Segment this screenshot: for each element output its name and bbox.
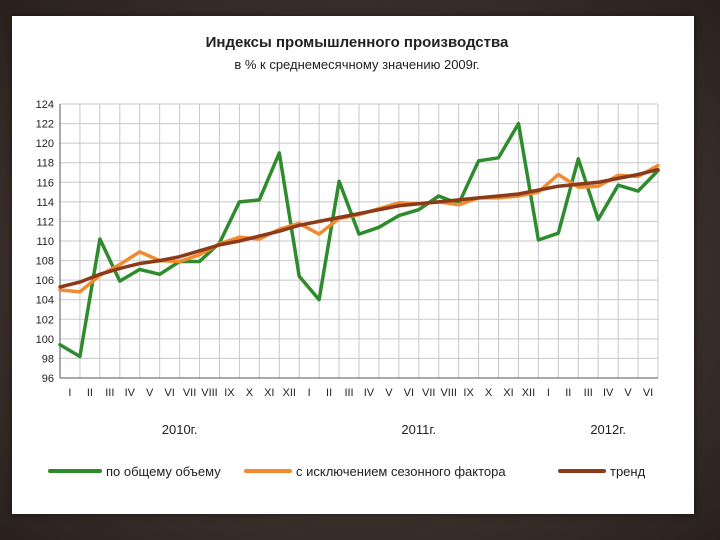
- axes: [59, 104, 658, 379]
- legend-label: тренд: [610, 464, 646, 479]
- series-line-0: [58, 121, 660, 359]
- series-line-2: [58, 167, 660, 289]
- y-tick-label: 102: [36, 314, 54, 326]
- y-tick-label: 108: [36, 256, 54, 268]
- x-tick-label: V: [146, 387, 154, 399]
- x-tick-label: IV: [603, 387, 614, 399]
- grid: [59, 103, 659, 379]
- year-label: 2012г.: [590, 422, 626, 437]
- legend-label: с исключением сезонного фактора: [296, 464, 506, 479]
- x-tick-label: I: [68, 387, 71, 399]
- x-tick-label: VI: [164, 387, 174, 399]
- x-tick-label: IX: [463, 387, 474, 399]
- y-tick-label: 100: [36, 334, 54, 346]
- x-tick-label: I: [308, 387, 311, 399]
- x-tick-label: II: [326, 387, 332, 399]
- y-tick-label: 98: [42, 353, 54, 365]
- x-tick-label: III: [584, 387, 593, 399]
- x-tick-label: III: [344, 387, 353, 399]
- y-tick-label: 116: [36, 177, 54, 189]
- y-tick-label: 112: [36, 216, 54, 228]
- x-tick-label: II: [565, 387, 571, 399]
- year-label: 2010г.: [162, 422, 198, 437]
- x-tick-label: IX: [224, 387, 235, 399]
- y-tick-label: 110: [36, 236, 54, 248]
- x-tick-label: VIII: [440, 387, 457, 399]
- x-tick-label: I: [547, 387, 550, 399]
- axis-labels: 96 98 100 102 104 106 108 110 112 114 116 118 120 122…: [36, 99, 654, 437]
- chart-panel: Индексы промышленного производства в % к…: [12, 16, 694, 514]
- x-tick-label: III: [105, 387, 114, 399]
- x-tick-label: X: [485, 387, 493, 399]
- x-tick-label: VII: [183, 387, 196, 399]
- x-tick-label: VI: [404, 387, 414, 399]
- x-tick-label: XI: [503, 387, 513, 399]
- x-tick-label: XII: [283, 387, 296, 399]
- x-tick-label: XI: [264, 387, 274, 399]
- chart-svg: Индексы промышленного производства в % к…: [36, 34, 660, 479]
- year-label: 2011г.: [401, 422, 436, 437]
- y-tick-label: 104: [36, 295, 54, 307]
- y-tick-label: 96: [42, 373, 54, 385]
- y-tick-label: 124: [36, 99, 54, 111]
- y-tick-label: 120: [36, 138, 54, 150]
- x-tick-label: II: [87, 387, 93, 399]
- legend: по общему объему с исключением сезонного …: [48, 464, 646, 479]
- legend-label: по общему объему: [106, 464, 221, 479]
- x-tick-label: VII: [422, 387, 435, 399]
- x-tick-label: X: [246, 387, 254, 399]
- x-tick-label: V: [624, 387, 632, 399]
- chart-subtitle: в % к среднемесячному значению 2009г.: [234, 57, 479, 72]
- x-tick-label: IV: [125, 387, 136, 399]
- y-tick-label: 114: [36, 197, 54, 209]
- y-tick-label: 122: [36, 119, 54, 131]
- x-tick-label: XII: [522, 387, 535, 399]
- x-tick-label: IV: [364, 387, 375, 399]
- y-tick-label: 118: [36, 158, 54, 170]
- x-tick-label: VI: [643, 387, 653, 399]
- x-tick-label: VIII: [201, 387, 218, 399]
- chart-title: Индексы промышленного производства: [206, 34, 509, 51]
- series-lines: [58, 121, 660, 359]
- y-tick-label: 106: [36, 275, 54, 287]
- x-tick-label: V: [385, 387, 393, 399]
